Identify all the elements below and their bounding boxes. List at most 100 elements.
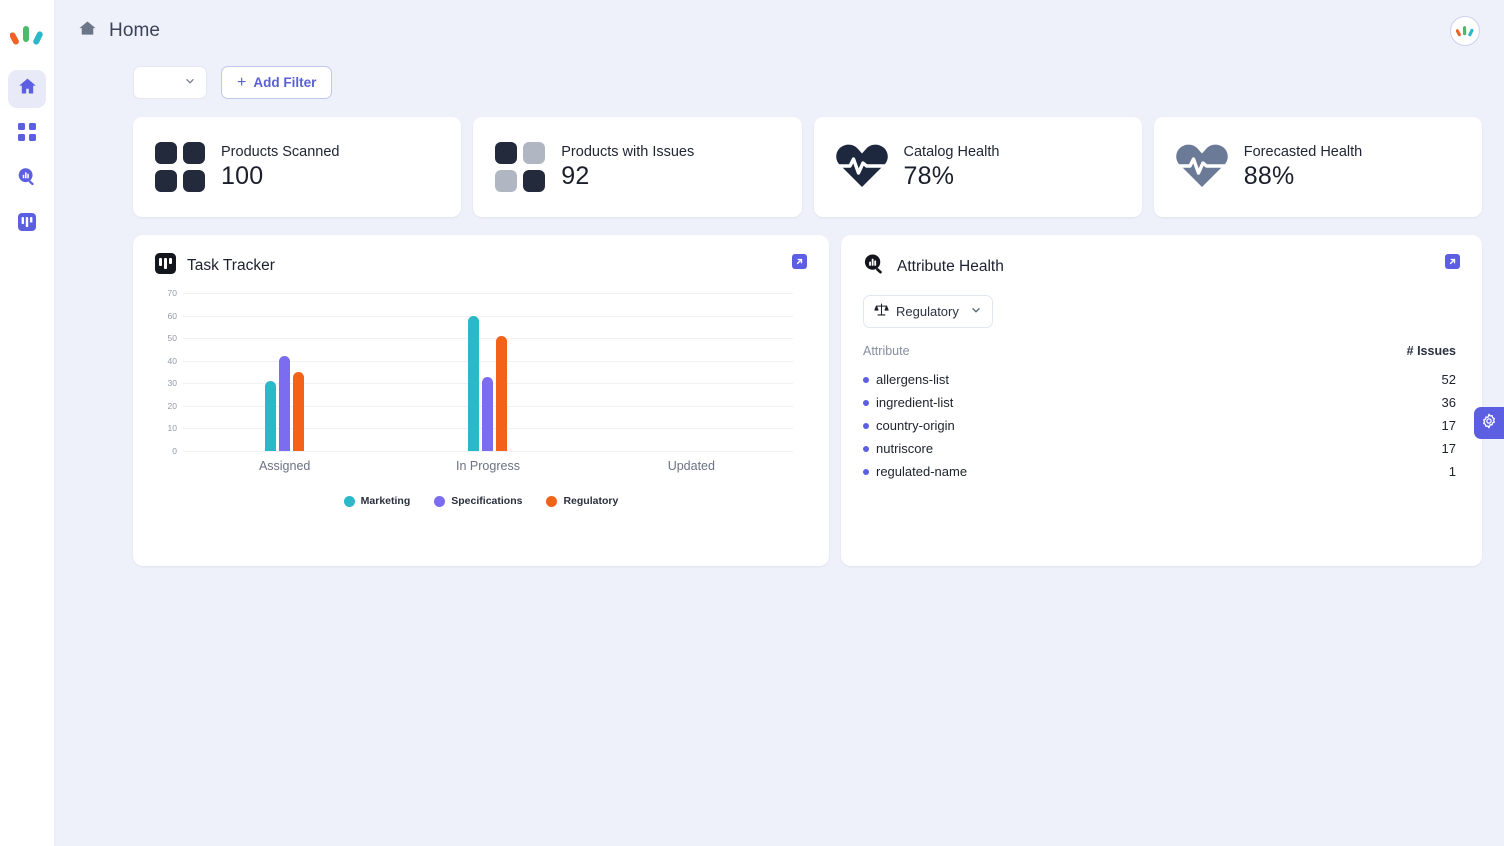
settings-tab-button[interactable] <box>1474 407 1504 439</box>
heart-pulse-icon <box>835 141 888 194</box>
kpi-label: Products Scanned <box>221 143 340 160</box>
gridline <box>183 315 793 317</box>
attribute-row[interactable]: ingredient-list 36 <box>863 391 1456 414</box>
topbar: Home <box>55 0 1504 62</box>
kpi-card-products-with-issues[interactable]: Products with Issues 92 <box>473 117 802 217</box>
breadcrumb: Home <box>77 18 160 44</box>
attribute-issue-count: 52 <box>1441 372 1456 387</box>
avatar[interactable] <box>1450 16 1480 46</box>
chart-x-axis-labels: Assigned In Progress Updated <box>183 459 793 473</box>
task-tracker-header: Task Tracker <box>133 235 829 279</box>
sidebar <box>0 0 55 846</box>
column-header-issues: # Issues <box>1406 344 1456 358</box>
chart-bar[interactable] <box>265 381 277 451</box>
kpi-label: Products with Issues <box>561 143 695 160</box>
expand-arrow-icon[interactable] <box>792 254 807 269</box>
legend-dot <box>546 495 558 507</box>
chevron-down-icon <box>184 74 196 92</box>
attribute-row[interactable]: allergens-list 52 <box>863 368 1456 391</box>
x-axis-label: Updated <box>667 459 715 473</box>
add-filter-label: Add Filter <box>253 75 317 90</box>
legend-label: Regulatory <box>563 495 619 507</box>
attribute-label: nutriscore <box>876 441 934 456</box>
legend-dot <box>434 495 446 507</box>
expand-arrow-icon[interactable] <box>1445 254 1460 269</box>
attribute-issue-count: 36 <box>1441 395 1456 410</box>
legend-item[interactable]: Marketing <box>343 495 410 507</box>
home-icon <box>77 18 98 44</box>
kpi-card-forecasted-health[interactable]: Forecasted Health 88% <box>1153 117 1482 217</box>
main-content: Home + Add Fi <box>55 0 1504 846</box>
y-axis-tick: 40 <box>167 355 177 366</box>
filter-select[interactable] <box>133 66 207 99</box>
attribute-issue-count: 1 <box>1448 464 1456 479</box>
legend-item[interactable]: Regulatory <box>546 495 618 507</box>
legend-item[interactable]: Specifications <box>434 495 522 507</box>
y-axis-tick: 30 <box>167 378 177 389</box>
attribute-name: ingredient-list <box>863 395 953 410</box>
add-filter-button[interactable]: + Add Filter <box>221 66 333 99</box>
attribute-label: country-origin <box>876 418 955 433</box>
gear-icon <box>1481 413 1497 434</box>
attribute-category-value: Regulatory <box>896 304 959 319</box>
gridline <box>183 293 793 294</box>
gridline <box>183 360 793 362</box>
sidebar-item-insights[interactable] <box>8 160 46 198</box>
y-axis-tick: 50 <box>167 333 177 344</box>
home-icon <box>17 76 38 102</box>
kpi-card-products-scanned[interactable]: Products Scanned 100 <box>133 117 462 217</box>
bullet-icon <box>863 445 869 452</box>
chart-search-icon <box>17 167 37 192</box>
attribute-name: allergens-list <box>863 372 949 387</box>
attribute-health-panel: Attribute Health Regulato <box>841 235 1482 566</box>
chart-bar[interactable] <box>496 335 508 451</box>
chart-bar[interactable] <box>482 376 494 451</box>
bullet-icon <box>863 376 869 383</box>
attribute-label: allergens-list <box>876 372 949 387</box>
attribute-health-header: Attribute Health <box>841 235 1482 281</box>
y-axis-tick: 60 <box>167 310 177 321</box>
kpi-value: 78% <box>903 161 955 190</box>
bullet-icon <box>863 422 869 429</box>
legend-dot <box>343 495 355 507</box>
attribute-name: nutriscore <box>863 441 933 456</box>
plus-icon: + <box>237 73 247 91</box>
sidebar-item-apps[interactable] <box>8 115 46 153</box>
sidebar-item-tasks[interactable] <box>8 205 46 243</box>
x-axis-label: In Progress <box>456 459 520 473</box>
kpi-row: Products Scanned 100 Products with Issue… <box>55 99 1504 217</box>
kpi-label: Catalog Health <box>903 143 1000 160</box>
chart-bar-groups <box>183 293 793 451</box>
kpi-card-catalog-health[interactable]: Catalog Health 78% <box>813 117 1142 217</box>
attribute-row[interactable]: regulated-name 1 <box>863 460 1456 483</box>
y-axis-tick: 10 <box>167 423 177 434</box>
kpi-value: 92 <box>561 161 590 190</box>
chart-bar[interactable] <box>468 315 480 451</box>
chart-group <box>590 293 793 451</box>
kpi-value: 88% <box>1243 161 1295 190</box>
legend-label: Specifications <box>451 495 523 507</box>
panel-title: Task Tracker <box>187 257 275 274</box>
scales-balance-icon <box>874 302 889 322</box>
column-header-attribute: Attribute <box>863 344 910 358</box>
filter-bar: + Add Filter <box>55 62 1504 99</box>
chart-group <box>386 293 589 451</box>
attribute-label: ingredient-list <box>876 395 954 410</box>
task-tracker-panel: Task Tracker 0 10 20 30 40 50 60 70 Assigned In … <box>133 235 829 566</box>
chart-bar[interactable] <box>279 356 291 451</box>
sidebar-item-home[interactable] <box>8 70 46 108</box>
page-title: Home <box>109 20 161 41</box>
attribute-row[interactable]: country-origin 17 <box>863 414 1456 437</box>
attribute-issue-count: 17 <box>1441 441 1456 456</box>
attribute-category-select[interactable]: Regulatory <box>863 295 993 328</box>
attribute-label: regulated-name <box>876 464 968 479</box>
grid-apps-icon <box>18 122 36 146</box>
chart-bar[interactable] <box>293 372 305 451</box>
attribute-table-body: allergens-list 52 ingredient-list 36 country… <box>841 358 1482 483</box>
attribute-row[interactable]: nutriscore 17 <box>863 437 1456 460</box>
attribute-name: country-origin <box>863 418 955 433</box>
x-axis-label: Assigned <box>258 459 311 473</box>
brand-logo-icon <box>9 22 44 48</box>
chart-search-icon <box>863 253 886 281</box>
